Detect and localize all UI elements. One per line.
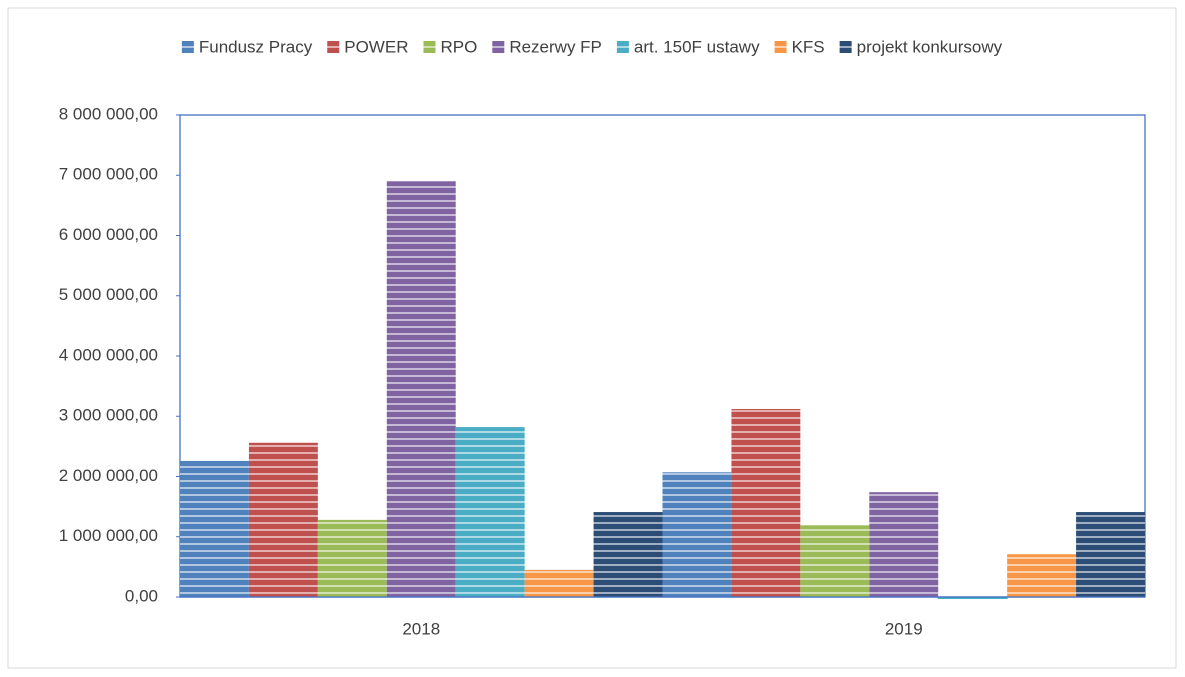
- legend-label: Rezerwy FP: [509, 37, 602, 56]
- bar: [455, 427, 525, 597]
- bar: [1076, 512, 1145, 597]
- legend-swatch: [327, 41, 340, 53]
- legend-swatch: [839, 41, 852, 53]
- legend-label: KFS: [792, 37, 825, 56]
- legend-swatch: [492, 41, 505, 53]
- bar: [1007, 554, 1077, 597]
- bar: [662, 472, 732, 597]
- y-tick-label: 5 000 000,00: [59, 285, 158, 304]
- bar: [593, 512, 663, 597]
- x-tick-label: 2019: [885, 619, 923, 638]
- y-tick-label: 7 000 000,00: [59, 165, 158, 184]
- bar: [800, 525, 870, 597]
- bar: [317, 519, 387, 597]
- legend-swatch: [423, 41, 436, 53]
- bar: [180, 460, 249, 597]
- legend-swatch: [181, 41, 194, 53]
- bar: [869, 492, 939, 597]
- legend-label: projekt konkursowy: [857, 37, 1003, 56]
- y-tick-label: 2 000 000,00: [59, 466, 158, 485]
- legend-swatch: [774, 41, 787, 53]
- bar: [386, 181, 456, 597]
- y-tick-label: 8 000 000,00: [59, 104, 158, 123]
- legend-swatch: [616, 41, 629, 53]
- bar: [524, 569, 594, 597]
- bar: [731, 409, 801, 597]
- legend: Fundusz Pracy POWER RPO Rezerwy FP art. 150F…: [181, 37, 1003, 56]
- y-tick-label: 0,00: [125, 586, 158, 605]
- x-tick-label: 2018: [402, 619, 440, 638]
- y-tick-label: 1 000 000,00: [59, 526, 158, 545]
- y-tick-label: 3 000 000,00: [59, 406, 158, 425]
- legend-label: RPO: [440, 37, 477, 56]
- legend-label: art. 150F ustawy: [634, 37, 760, 56]
- y-tick-label: 6 000 000,00: [59, 225, 158, 244]
- legend-label: Fundusz Pracy: [199, 37, 313, 56]
- y-tick-label: 4 000 000,00: [59, 345, 158, 364]
- bar: [248, 442, 318, 597]
- legend-label: POWER: [344, 37, 408, 56]
